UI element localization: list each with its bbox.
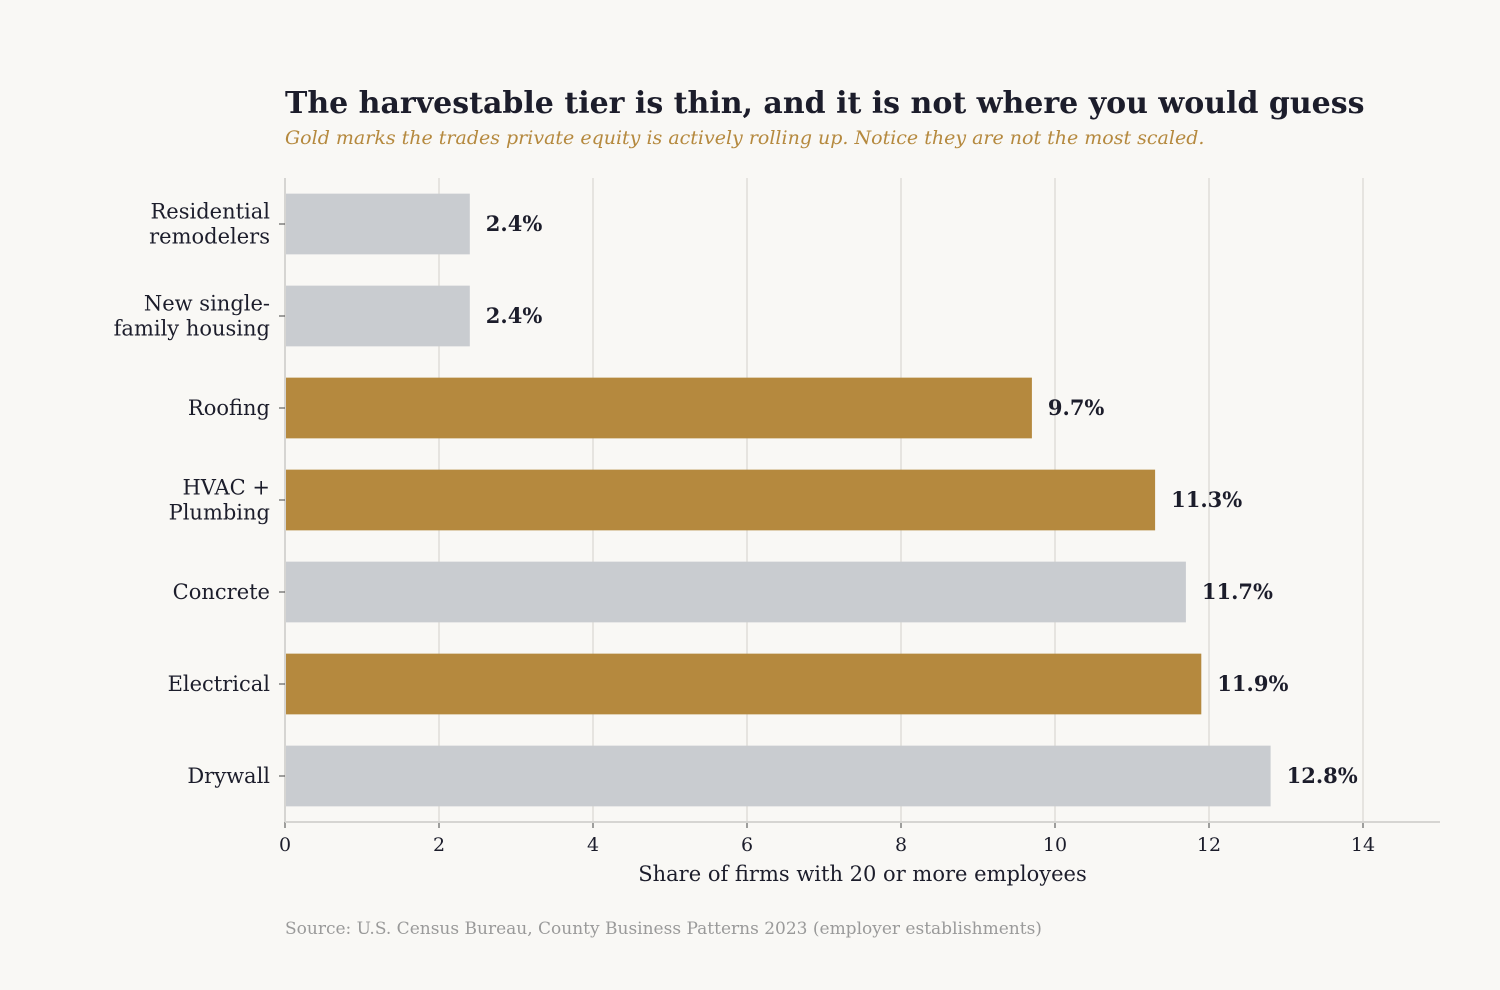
x-tick-label: 2 [433,834,445,856]
category-label-line: Drywall [187,764,270,788]
axes [279,178,1440,828]
category-label: Drywall [187,764,270,788]
category-label-line: Electrical [168,672,271,696]
category-label-line: Plumbing [169,501,270,525]
bar-1 [285,285,470,347]
bar-3 [285,469,1156,531]
category-label: New single-family housing [114,292,270,341]
category-label: Residential remodelers [149,200,270,249]
x-tick-label: 4 [587,834,599,856]
category-label-line: Concrete [173,580,270,604]
chart-subtitle: Gold marks the trades private equity is … [285,127,1205,149]
bars [285,193,1271,807]
category-label: Electrical [168,672,271,696]
category-label-line: family housing [114,317,270,341]
bar-4 [285,561,1186,623]
value-label: 11.3% [1171,487,1242,512]
bar-2 [285,377,1032,439]
bar-6 [285,745,1271,807]
x-tick-label: 0 [279,834,291,856]
value-label: 9.7% [1048,395,1105,420]
category-label-line: New single- [144,292,270,316]
category-label: Concrete [173,580,270,604]
value-label: 11.9% [1217,671,1288,696]
x-tick-label: 12 [1197,834,1221,856]
category-label-line: Roofing [188,396,270,420]
category-label-line: HVAC + [182,476,270,500]
category-label: HVAC + Plumbing [169,476,270,525]
category-label: Roofing [188,396,270,420]
bar-5 [285,653,1202,715]
value-label: 2.4% [486,303,543,328]
source-note: Source: U.S. Census Bureau, County Busin… [285,919,1042,939]
labels: 0 2 4 6 8 10 12 14 2.4% Residential remodelers 2.4%… [114,200,1375,857]
x-tick-label: 6 [741,834,753,856]
chart-title: The harvestable tier is thin, and it is … [285,86,1365,121]
value-label: 2.4% [486,211,543,236]
category-label-line: Residential [150,200,270,224]
x-tick-label: 14 [1351,834,1375,856]
category-label-line: remodelers [149,225,270,249]
x-tick-label: 8 [895,834,907,856]
value-label: 11.7% [1202,579,1273,604]
x-tick-label: 10 [1043,834,1067,856]
bar-0 [285,193,470,255]
value-label: 12.8% [1287,763,1358,788]
x-axis-title: Share of firms with 20 or more employees [638,862,1087,886]
